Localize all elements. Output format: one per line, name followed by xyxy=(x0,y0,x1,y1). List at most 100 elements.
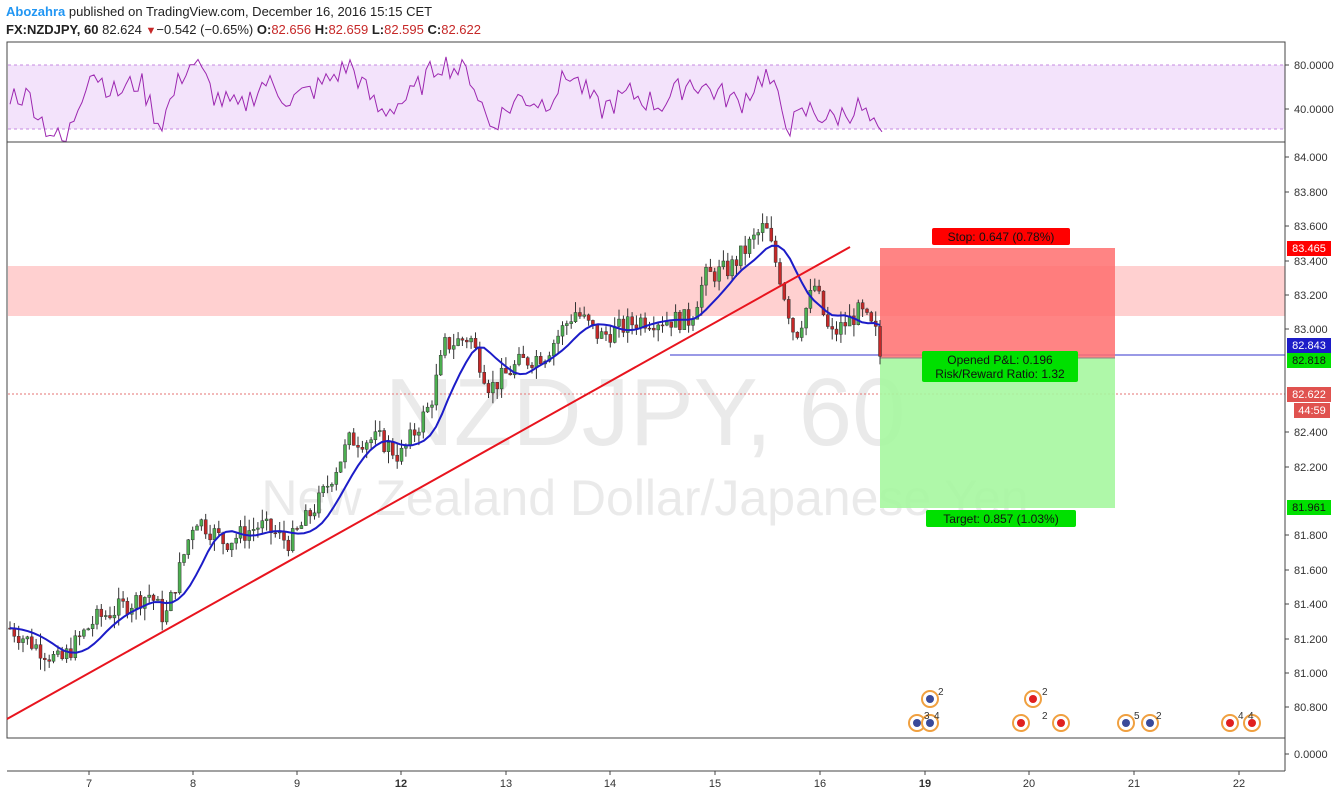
candle-body xyxy=(482,372,486,384)
candle-body xyxy=(730,259,734,277)
stop-zone[interactable] xyxy=(880,248,1115,358)
candle-body xyxy=(769,227,774,242)
trend-line[interactable] xyxy=(6,246,851,720)
candle-body xyxy=(865,308,869,313)
candle-body xyxy=(734,259,739,266)
candle-body xyxy=(591,320,595,325)
candle-body xyxy=(669,321,673,328)
candle-body xyxy=(421,411,426,433)
rsi-tick-label: 40.0000 xyxy=(1294,104,1334,116)
candle-body xyxy=(460,338,465,341)
candle-body xyxy=(656,324,660,331)
target-zone[interactable] xyxy=(880,358,1115,508)
candle-body xyxy=(21,638,25,643)
candle-body xyxy=(151,594,156,601)
candle-body xyxy=(112,614,117,619)
candle-body xyxy=(599,331,604,339)
event-count: 3 xyxy=(924,711,930,722)
candle-body xyxy=(43,657,47,660)
candle-body xyxy=(338,461,343,473)
candle-body xyxy=(38,644,43,659)
candle-body xyxy=(356,445,360,448)
candle-body xyxy=(273,532,278,535)
candle-body xyxy=(30,636,34,649)
event-count: 5 xyxy=(1134,711,1140,722)
candle-body xyxy=(190,529,195,541)
moving-average-line[interactable] xyxy=(9,244,881,654)
candle-body xyxy=(282,531,286,541)
flag-icon xyxy=(1248,719,1256,727)
candle-body xyxy=(451,345,456,350)
last-price-badge xyxy=(1287,387,1331,402)
target-label: Target: 0.857 (1.03%) xyxy=(943,512,1058,526)
candle-body xyxy=(508,372,513,376)
price-tick-label: 82.200 xyxy=(1294,462,1328,474)
price-tick-label: 0.0000 xyxy=(1294,749,1328,761)
candle-body xyxy=(799,327,804,338)
candle-body xyxy=(147,594,151,598)
candle-body xyxy=(686,309,691,326)
candle-body xyxy=(660,324,665,327)
economic-events[interactable]: 23 422 5 2 4 4 xyxy=(908,687,1261,732)
price-axis[interactable]: 84.000 83.800 83.600 83.400 83.200 83.000 82.4… xyxy=(1284,42,1328,771)
candle-body xyxy=(308,510,312,517)
price-tick-label: 81.800 xyxy=(1294,530,1328,542)
candle-body xyxy=(717,266,721,282)
rsi-axis[interactable]: 80.0000 40.0000 xyxy=(1285,60,1334,116)
target-label-box[interactable] xyxy=(926,510,1076,527)
watermark-symbol: NZDJPY, 60 xyxy=(384,359,905,466)
pnl-label: Opened P&L: 0.196 xyxy=(947,353,1053,367)
candle-body xyxy=(34,644,38,649)
candle-body xyxy=(60,650,64,659)
price-tick-label: 81.000 xyxy=(1294,668,1328,680)
symbol-label[interactable]: FX:NZDJPY, 60 xyxy=(6,22,99,37)
candle-body xyxy=(612,326,617,343)
author-link[interactable]: Abozahra xyxy=(6,4,66,19)
stop-price-badge xyxy=(1287,241,1331,256)
candle-body xyxy=(473,338,478,348)
candle-body xyxy=(99,608,104,617)
event-count: 2 xyxy=(938,687,944,698)
candle-body xyxy=(621,318,626,333)
candle-body xyxy=(369,439,373,444)
candle-body xyxy=(364,442,369,450)
candle-body xyxy=(399,447,404,462)
stop-label-box[interactable] xyxy=(932,228,1070,245)
candle-body xyxy=(425,406,430,413)
candle-body xyxy=(456,338,460,346)
candle-body xyxy=(391,442,395,456)
price-tick-label: 84.000 xyxy=(1294,152,1328,164)
pnl-label-box[interactable] xyxy=(922,351,1078,382)
candle-body xyxy=(860,302,865,310)
candle-body xyxy=(164,610,169,623)
price-tick-label: 81.200 xyxy=(1294,634,1328,646)
candle-body xyxy=(47,659,51,662)
candle-body xyxy=(334,472,339,485)
candle-body xyxy=(726,260,730,277)
candle-body xyxy=(708,267,713,272)
candle-body xyxy=(573,312,578,322)
candle-body xyxy=(347,432,352,446)
flag-icon xyxy=(1057,719,1065,727)
rsi-line[interactable] xyxy=(9,56,883,143)
flag-icon xyxy=(1017,719,1025,727)
candle-body xyxy=(321,486,325,494)
candle-body xyxy=(395,454,399,462)
candle-body xyxy=(56,650,60,655)
candle-body xyxy=(417,431,421,436)
candle-body xyxy=(521,353,526,358)
price-tick-label: 80.800 xyxy=(1294,702,1328,714)
candle-body xyxy=(465,339,469,343)
change-value: −0.542 (−0.65%) xyxy=(156,22,254,37)
candle-body xyxy=(108,615,112,619)
candle-body xyxy=(208,533,212,541)
candle-body xyxy=(765,223,769,229)
flag-icon xyxy=(1226,719,1234,727)
candle-body xyxy=(786,299,791,319)
entry-price-text: 82.818 xyxy=(1292,355,1326,367)
candle-body xyxy=(212,528,217,541)
time-axis[interactable]: 7 8 9 12 13 14 15 16 19 20 21 22 xyxy=(86,771,1245,790)
candle-body xyxy=(177,562,182,594)
candle-body xyxy=(378,430,382,432)
